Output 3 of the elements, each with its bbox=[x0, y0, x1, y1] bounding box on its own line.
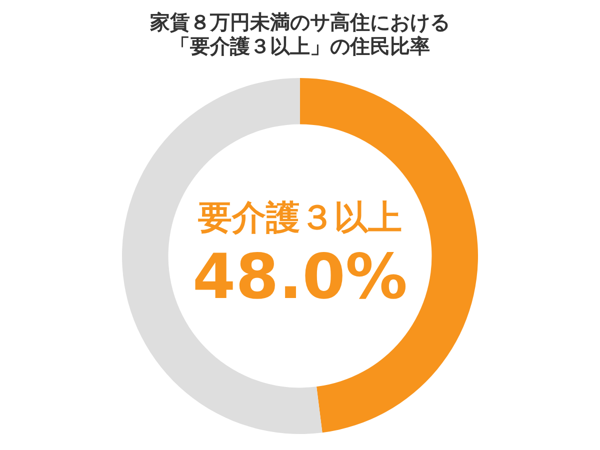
slice-label: 要介護３以上 bbox=[198, 198, 402, 238]
data-label: 48.0% bbox=[192, 240, 408, 314]
chart-title: 家賃８万円未満のサ高住における「要介護３以上」の住民比率 bbox=[149, 10, 450, 58]
